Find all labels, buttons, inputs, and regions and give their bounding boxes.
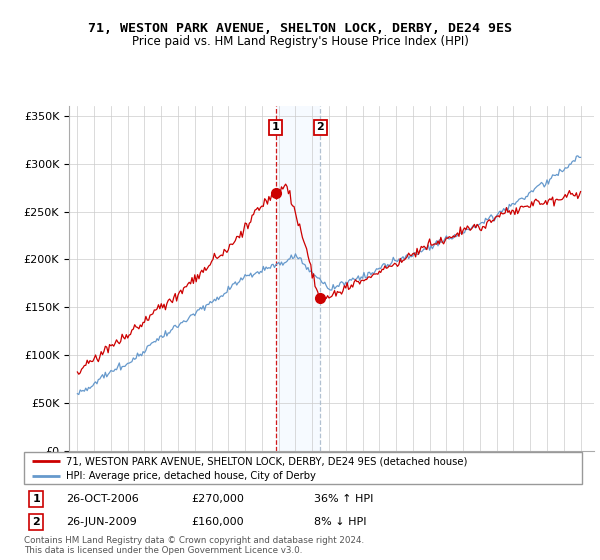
Text: 71, WESTON PARK AVENUE, SHELTON LOCK, DERBY, DE24 9ES (detached house): 71, WESTON PARK AVENUE, SHELTON LOCK, DE… [66,456,467,466]
Text: 2: 2 [32,517,40,526]
Bar [275,106,320,451]
FancyBboxPatch shape [24,452,582,484]
Text: 26-OCT-2006: 26-OCT-2006 [66,494,139,503]
Text: £270,000: £270,000 [191,494,244,503]
Text: 2: 2 [316,123,324,133]
Text: 1: 1 [32,494,40,503]
Text: HPI: Average price, detached house, City of Derby: HPI: Average price, detached house, City… [66,471,316,481]
Text: Price paid vs. HM Land Registry's House Price Index (HPI): Price paid vs. HM Land Registry's House … [131,35,469,48]
Text: 36% ↑ HPI: 36% ↑ HPI [314,494,374,503]
Text: 1: 1 [272,123,280,133]
Text: 26-JUN-2009: 26-JUN-2009 [66,517,137,526]
Text: £160,000: £160,000 [191,517,244,526]
Text: Contains HM Land Registry data © Crown copyright and database right 2024.
This d: Contains HM Land Registry data © Crown c… [24,536,364,556]
Text: 71, WESTON PARK AVENUE, SHELTON LOCK, DERBY, DE24 9ES: 71, WESTON PARK AVENUE, SHELTON LOCK, DE… [88,22,512,35]
Text: 8% ↓ HPI: 8% ↓ HPI [314,517,367,526]
